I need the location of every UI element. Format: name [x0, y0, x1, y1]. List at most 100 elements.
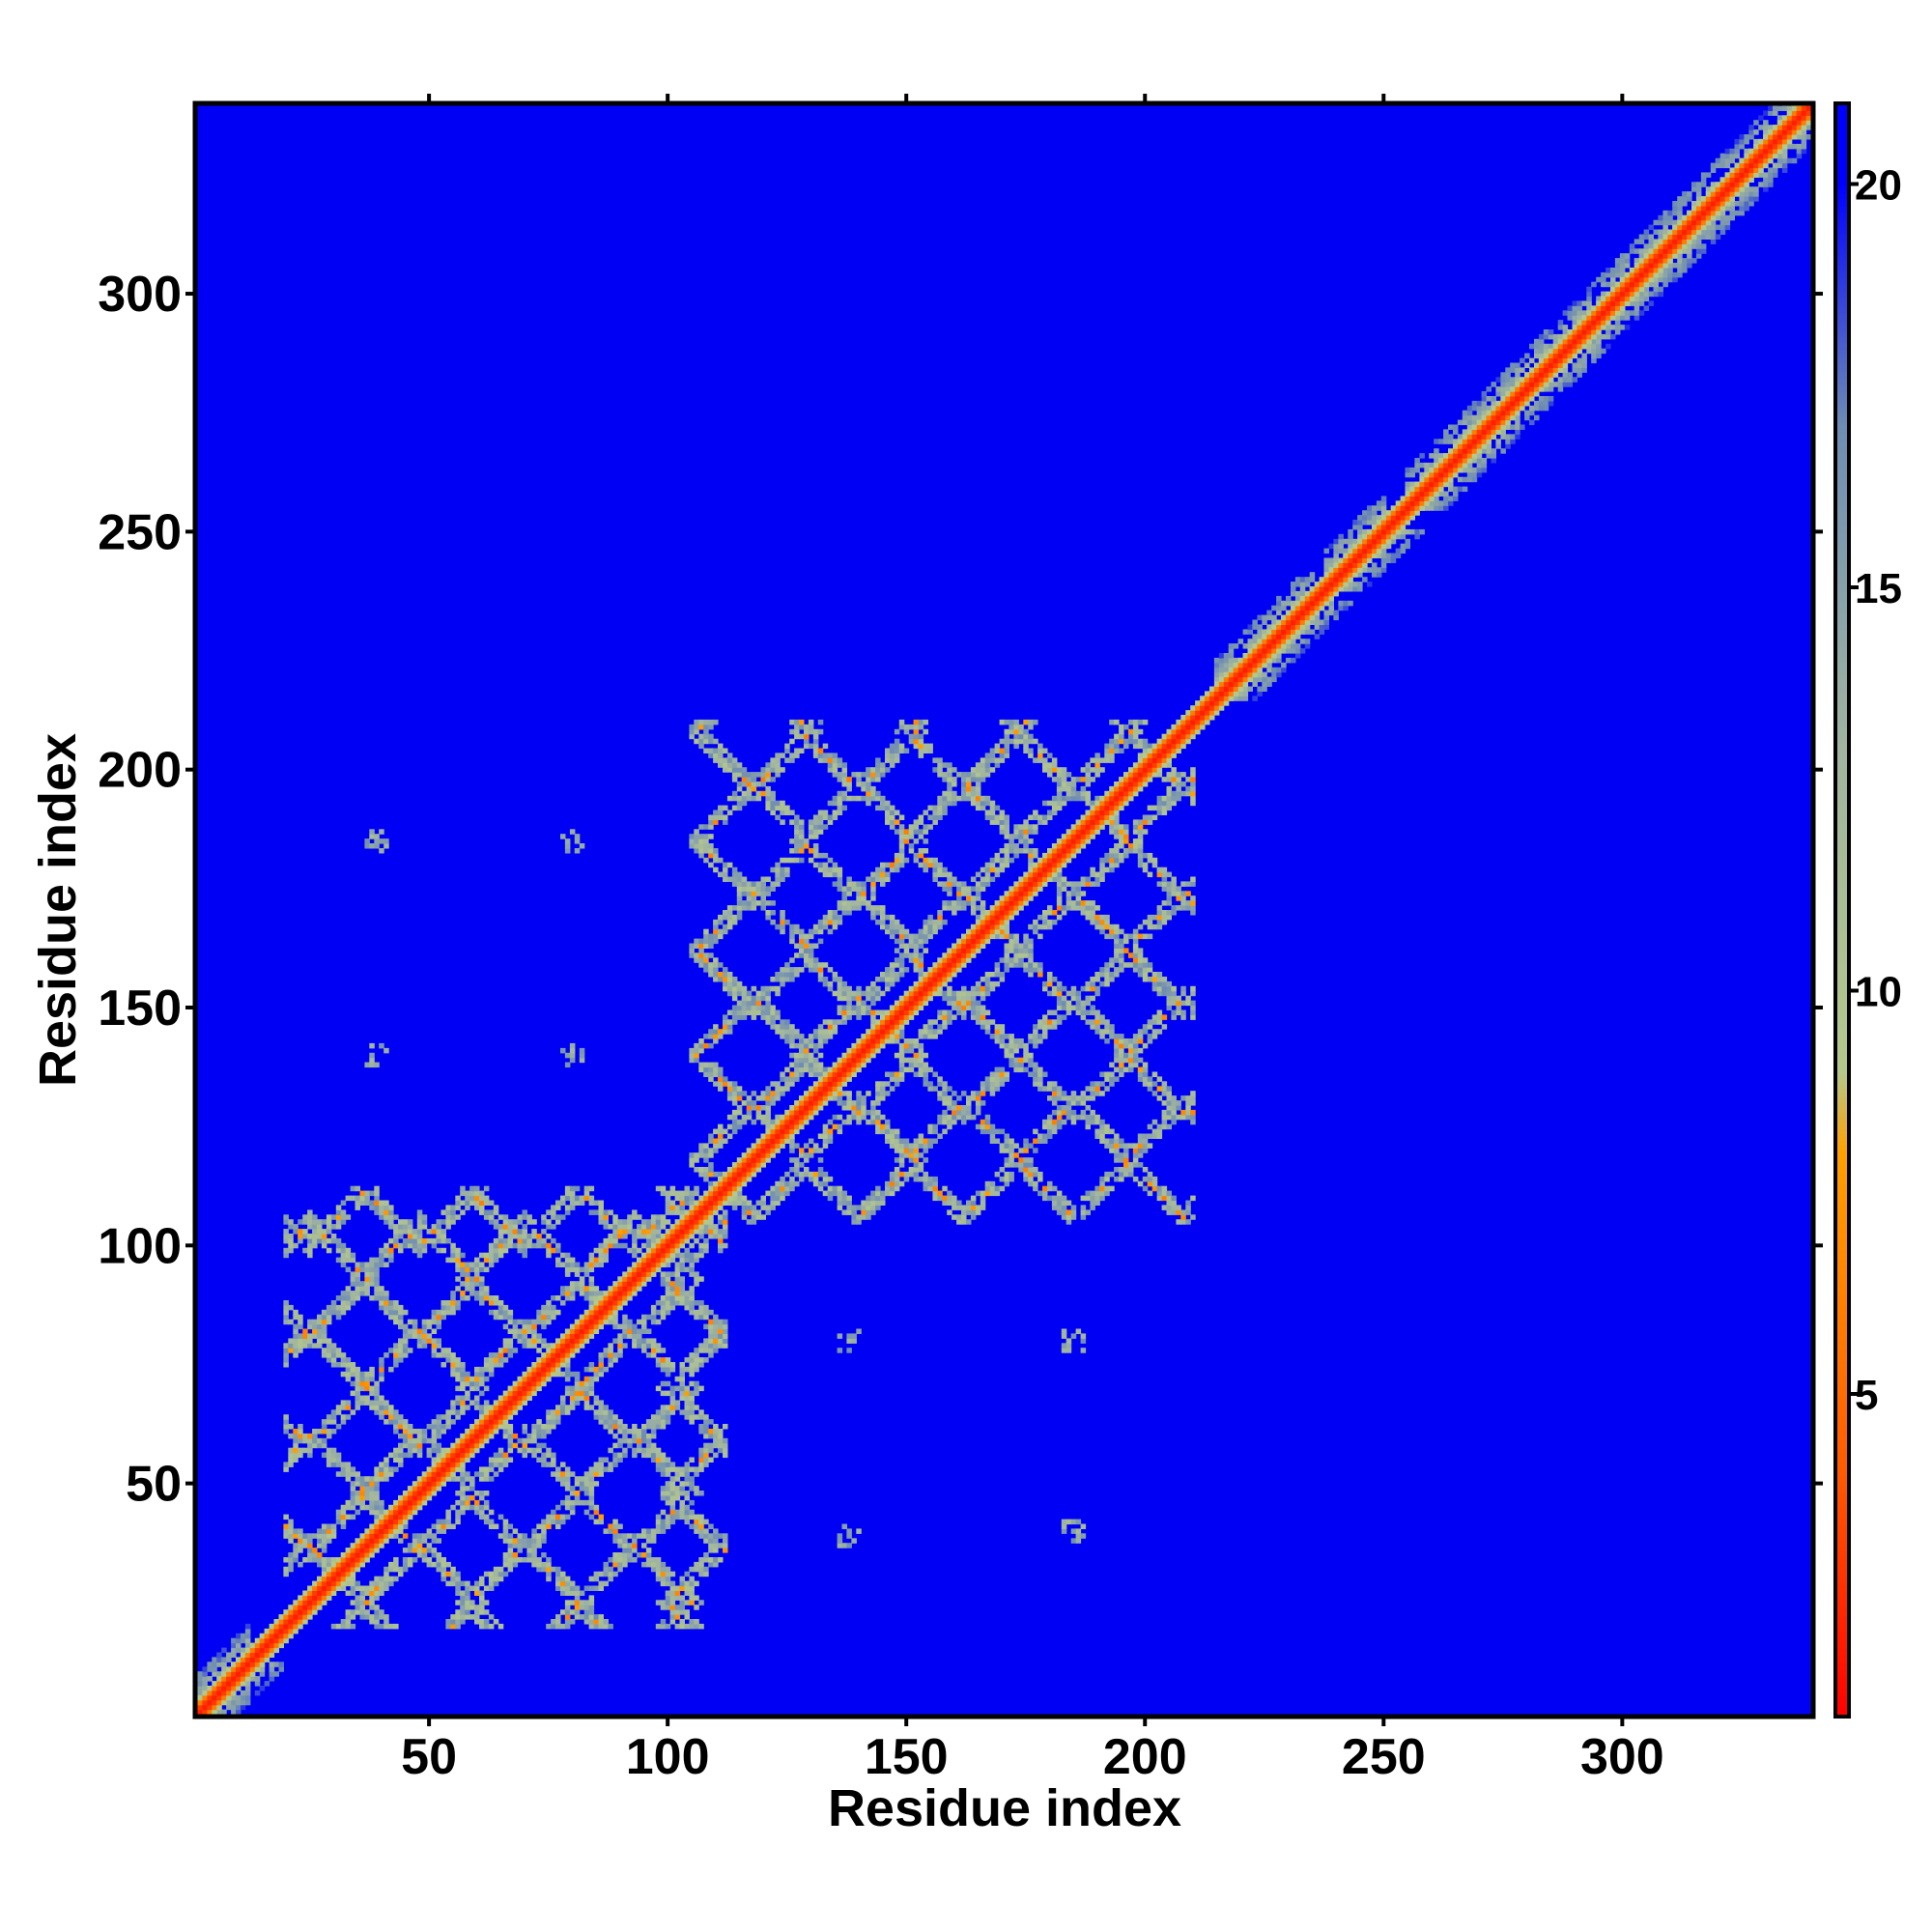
heatmap-cell — [980, 900, 986, 906]
heatmap-cell — [388, 1314, 394, 1321]
heatmap-cell — [703, 857, 709, 864]
heatmap-cell — [713, 1034, 719, 1039]
heatmap-cell — [483, 1400, 490, 1406]
heatmap-cell — [593, 1619, 600, 1625]
heatmap-cell — [416, 1533, 423, 1539]
heatmap-cell — [942, 1014, 948, 1020]
heatmap-cell — [966, 891, 972, 896]
heatmap-cell — [312, 1224, 318, 1230]
heatmap-cell — [937, 795, 943, 802]
heatmap-cell — [822, 867, 829, 873]
heatmap-cell — [994, 1071, 1001, 1077]
heatmap-cell — [684, 1585, 690, 1591]
heatmap-cell — [1042, 1119, 1048, 1125]
heatmap-cell — [970, 785, 977, 792]
heatmap-cell — [841, 995, 847, 1002]
heatmap-cell — [866, 1109, 871, 1116]
heatmap-cell — [622, 1538, 628, 1544]
heatmap-cell — [789, 1052, 795, 1059]
heatmap-cell — [493, 1471, 499, 1477]
heatmap-cell — [980, 995, 986, 1002]
heatmap-cell — [560, 1499, 566, 1506]
heatmap-cell — [770, 1081, 776, 1087]
heatmap-cell — [723, 977, 728, 982]
heatmap-cell — [479, 1471, 485, 1477]
heatmap-cell — [598, 1205, 604, 1210]
heatmap-cell — [741, 800, 748, 807]
heatmap-cell — [718, 1029, 724, 1035]
heatmap-cell — [966, 1114, 972, 1121]
heatmap-cell — [384, 1576, 389, 1582]
heatmap-cell — [870, 995, 876, 1002]
heatmap-cell — [1033, 1128, 1038, 1135]
heatmap-cell — [952, 795, 957, 802]
heatmap-cell — [726, 757, 733, 763]
heatmap-cell — [937, 805, 943, 811]
heatmap-cell — [321, 1352, 327, 1358]
heatmap-cell — [288, 1348, 294, 1353]
heatmap-cell — [1033, 810, 1038, 815]
heatmap-cell — [1033, 814, 1038, 820]
heatmap-cell — [908, 848, 915, 854]
heatmap-cell — [746, 1200, 753, 1206]
heatmap-cell — [718, 1533, 724, 1539]
heatmap-cell — [937, 910, 943, 916]
heatmap-cell — [588, 1491, 595, 1496]
heatmap-cell — [637, 1343, 642, 1349]
heatmap-cell — [885, 876, 891, 882]
heatmap-cell — [703, 1357, 709, 1363]
heatmap-cell — [393, 1314, 399, 1321]
heatmap-cell — [989, 1091, 996, 1096]
heatmap-cell — [369, 1590, 375, 1596]
heatmap-cell — [340, 1352, 347, 1358]
heatmap-cell — [837, 757, 843, 763]
heatmap-cell — [718, 857, 724, 864]
heatmap-cell — [731, 1109, 738, 1116]
heatmap-cell — [564, 1405, 571, 1410]
heatmap-cell — [479, 1619, 485, 1625]
heatmap-cell — [426, 1333, 433, 1339]
heatmap-cell — [460, 1509, 466, 1516]
heatmap-cell — [679, 1580, 685, 1587]
heatmap-cell — [822, 1133, 829, 1139]
heatmap-cell — [894, 1034, 900, 1039]
heatmap-cell — [488, 1366, 495, 1373]
heatmap-cell — [402, 1548, 409, 1553]
heatmap-cell — [708, 843, 714, 849]
heatmap-cell — [765, 1114, 771, 1121]
heatmap-cell — [794, 1034, 800, 1039]
heatmap-cell — [608, 1447, 613, 1454]
heatmap-cell — [474, 1271, 480, 1277]
heatmap-cell — [980, 1086, 986, 1092]
heatmap-cell — [674, 1585, 681, 1591]
heatmap-cell — [364, 1266, 370, 1272]
heatmap-cell — [541, 1229, 547, 1235]
heatmap-cell — [918, 819, 924, 825]
heatmap-cell — [698, 1242, 704, 1249]
heatmap-cell — [817, 1029, 824, 1035]
heatmap-cell — [994, 1086, 1001, 1092]
heatmap-cell — [350, 1295, 356, 1301]
heatmap-cell — [645, 1533, 652, 1539]
heatmap-cell — [632, 1234, 638, 1239]
heatmap-cell — [780, 1029, 785, 1035]
heatmap-cell — [765, 1123, 771, 1130]
heatmap-cell — [808, 1066, 814, 1073]
heatmap-cell — [655, 1348, 662, 1353]
heatmap-cell — [898, 719, 905, 725]
heatmap-cell — [775, 1180, 781, 1187]
heatmap-cell — [947, 800, 952, 807]
heatmap-cell — [665, 1405, 671, 1410]
heatmap-cell — [784, 805, 790, 811]
heatmap-cell — [374, 1291, 380, 1296]
heatmap-cell — [359, 1281, 365, 1287]
heatmap-cell — [393, 1357, 399, 1363]
heatmap-cell — [598, 1262, 604, 1267]
heatmap-cell — [804, 1052, 810, 1059]
heatmap-cell — [755, 886, 762, 892]
heatmap-cell — [966, 886, 972, 892]
heatmap-cell — [765, 990, 771, 997]
heatmap-cell — [927, 933, 933, 940]
heatmap-cell — [384, 1614, 389, 1620]
heatmap-cell — [942, 881, 948, 887]
